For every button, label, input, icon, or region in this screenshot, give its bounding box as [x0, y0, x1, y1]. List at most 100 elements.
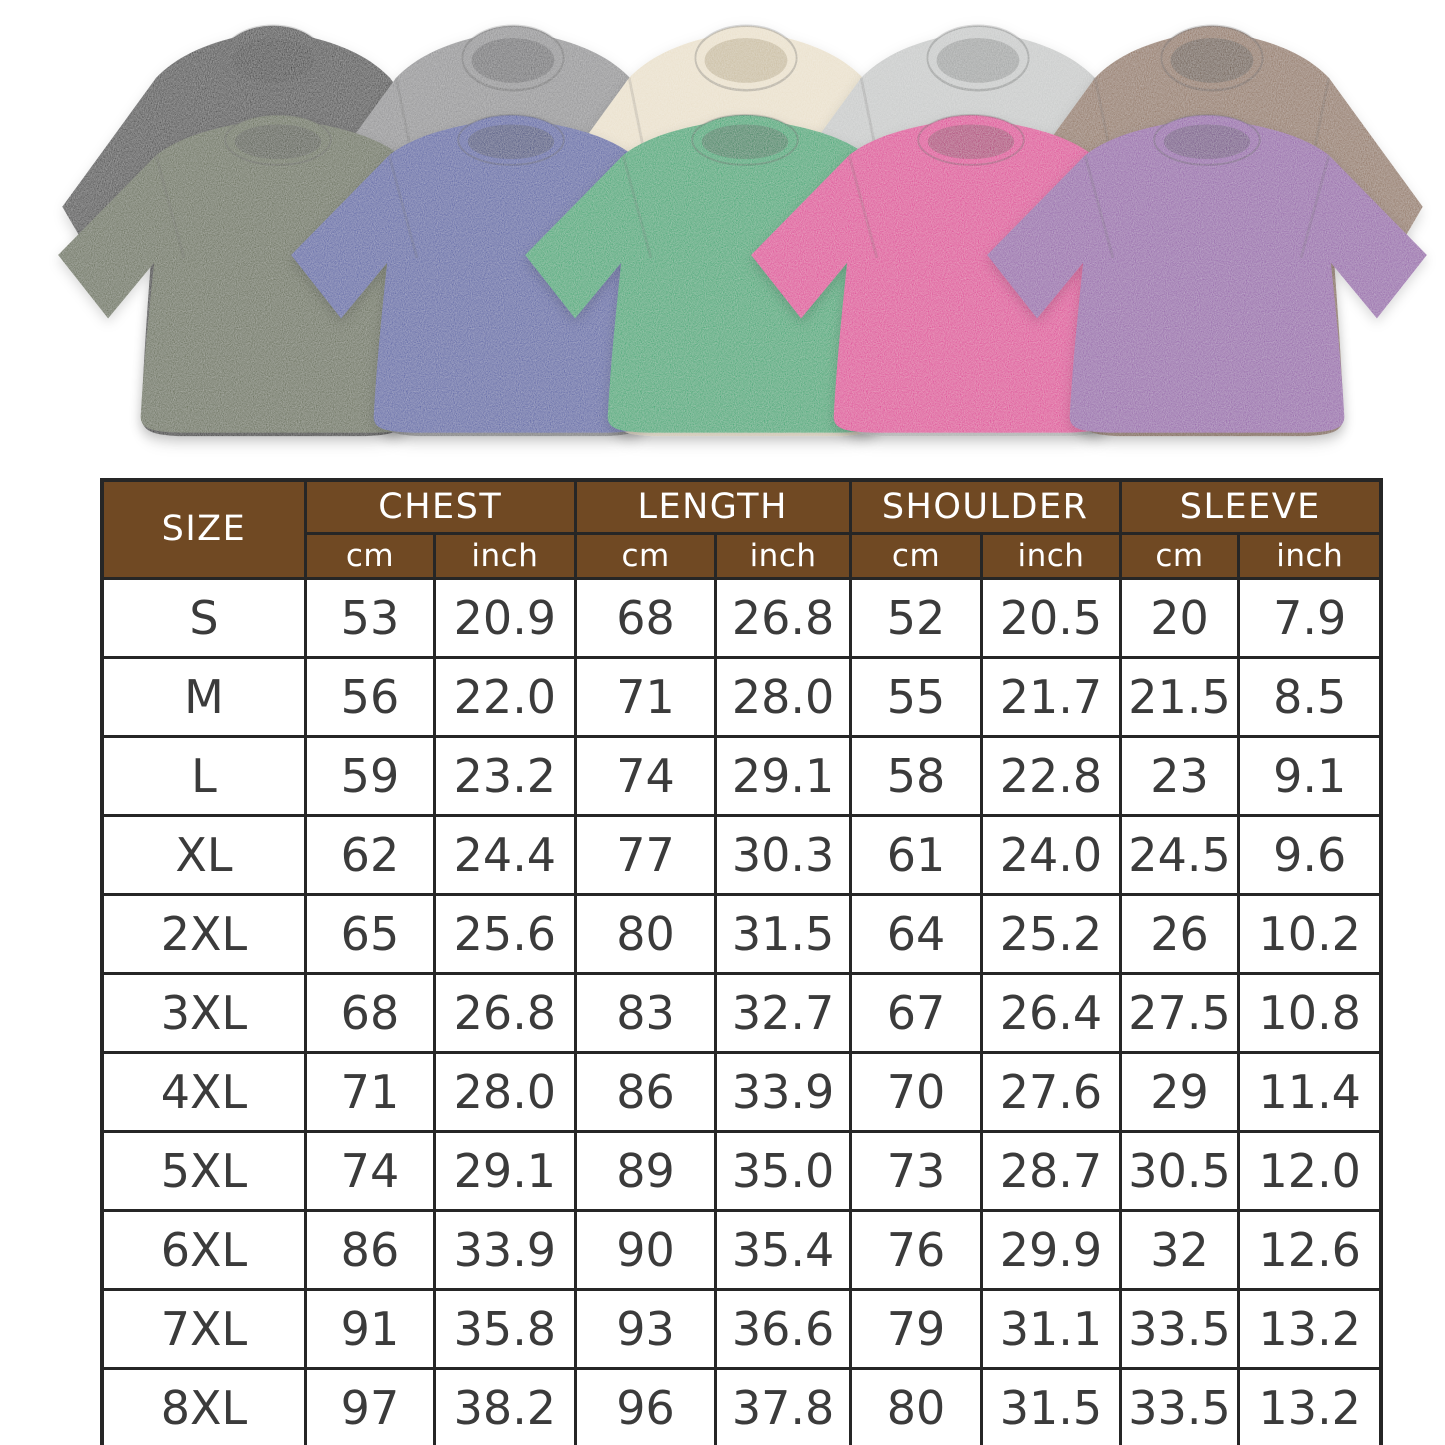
size-row-3xl: 3XL 68 26.8 83 32.7 67 26.4 27.5 10.8: [100, 972, 1383, 1054]
measurement-cell: 28.7: [980, 1130, 1122, 1212]
measurement-cell: 65: [303, 893, 437, 975]
unit-shoulder-inch: inch: [980, 532, 1122, 580]
header-sleeve: SLEEVE: [1118, 478, 1383, 535]
measurement-cell: 21.7: [980, 656, 1122, 738]
measurement-cell: 91: [303, 1288, 437, 1370]
measurement-cell: 36.6: [714, 1288, 852, 1370]
size-label: 4XL: [100, 1051, 307, 1133]
measurement-cell: 83: [573, 972, 718, 1054]
measurement-cell: 52: [848, 577, 984, 659]
measurement-cell: 20.9: [433, 577, 577, 659]
size-chart-body: S 53 20.9 68 26.8 52 20.5 20 7.9 M 56 22.0 71 28.0 55 2…: [100, 577, 1383, 1445]
measurement-cell: 96: [573, 1367, 718, 1445]
size-row-7xl: 7XL 91 35.8 93 36.6 79 31.1 33.5 13.2: [100, 1288, 1383, 1370]
measurement-cell: 24.5: [1118, 814, 1241, 896]
measurement-cell: 35.8: [433, 1288, 577, 1370]
measurement-cell: 64: [848, 893, 984, 975]
measurement-cell: 25.6: [433, 893, 577, 975]
product-color-gallery: [0, 0, 1445, 478]
header-unit-row: cm inch cm inch cm inch cm inch: [102, 532, 1383, 580]
size-row-6xl: 6XL 86 33.9 90 35.4 76 29.9 32 12.6: [100, 1209, 1383, 1291]
size-row-5xl: 5XL 74 29.1 89 35.0 73 28.7 30.5 12.0: [100, 1130, 1383, 1212]
measurement-cell: 33.9: [714, 1051, 852, 1133]
size-label: S: [100, 577, 307, 659]
measurement-cell: 28.0: [433, 1051, 577, 1133]
size-label: 8XL: [100, 1367, 307, 1445]
measurement-cell: 86: [303, 1209, 437, 1291]
measurement-cell: 10.2: [1237, 893, 1383, 975]
measurement-cell: 56: [303, 656, 437, 738]
measurement-cell: 21.5: [1118, 656, 1241, 738]
measurement-cell: 30.3: [714, 814, 852, 896]
measurement-cell: 73: [848, 1130, 984, 1212]
measurement-cell: 22.0: [433, 656, 577, 738]
measurement-cell: 33.5: [1118, 1288, 1241, 1370]
measurement-cell: 25.2: [980, 893, 1122, 975]
header-group-row: SIZE CHEST LENGTH SHOULDER SLEEVE: [100, 478, 1383, 580]
measurement-cell: 79: [848, 1288, 984, 1370]
measurement-cell: 80: [848, 1367, 984, 1445]
measurement-cell: 23: [1118, 735, 1241, 817]
measurement-cell: 80: [573, 893, 718, 975]
size-row-2xl: 2XL 65 25.6 80 31.5 64 25.2 26 10.2: [100, 893, 1383, 975]
measurement-cell: 86: [573, 1051, 718, 1133]
size-label: M: [100, 656, 307, 738]
size-chart-table: SIZE CHEST LENGTH SHOULDER SLEEVE cm inc…: [100, 478, 1383, 1445]
measurement-cell: 24.0: [980, 814, 1122, 896]
size-label: L: [100, 735, 307, 817]
size-label: 2XL: [100, 893, 307, 975]
unit-sleeve-inch: inch: [1237, 532, 1383, 580]
measurement-cell: 53: [303, 577, 437, 659]
measurement-cell: 61: [848, 814, 984, 896]
measurement-cell: 31.1: [980, 1288, 1122, 1370]
measurement-cell: 55: [848, 656, 984, 738]
measurement-cell: 37.8: [714, 1367, 852, 1445]
unit-length-inch: inch: [714, 532, 852, 580]
tshirt-purple: [987, 113, 1427, 433]
measurement-cell: 62: [303, 814, 437, 896]
measurement-cell: 33.5: [1118, 1367, 1241, 1445]
measurement-cell: 12.6: [1237, 1209, 1383, 1291]
measurement-cell: 26: [1118, 893, 1241, 975]
measurement-cell: 74: [573, 735, 718, 817]
measurement-cell: 31.5: [980, 1367, 1122, 1445]
size-row-4xl: 4XL 71 28.0 86 33.9 70 27.6 29 11.4: [100, 1051, 1383, 1133]
size-row-xl: XL 62 24.4 77 30.3 61 24.0 24.5 9.6: [100, 814, 1383, 896]
measurement-cell: 27.6: [980, 1051, 1122, 1133]
measurement-cell: 58: [848, 735, 984, 817]
measurement-cell: 26.8: [433, 972, 577, 1054]
header-shoulder: SHOULDER: [848, 478, 1122, 535]
measurement-cell: 28.0: [714, 656, 852, 738]
unit-shoulder-cm: cm: [848, 532, 984, 580]
measurement-cell: 33.9: [433, 1209, 577, 1291]
measurement-cell: 29.9: [980, 1209, 1122, 1291]
measurement-cell: 68: [303, 972, 437, 1054]
measurement-cell: 76: [848, 1209, 984, 1291]
measurement-cell: 13.2: [1237, 1367, 1383, 1445]
size-label: 5XL: [100, 1130, 307, 1212]
measurement-cell: 22.8: [980, 735, 1122, 817]
measurement-cell: 68: [573, 577, 718, 659]
measurement-cell: 8.5: [1237, 656, 1383, 738]
measurement-cell: 30.5: [1118, 1130, 1241, 1212]
unit-chest-cm: cm: [303, 532, 437, 580]
measurement-cell: 70: [848, 1051, 984, 1133]
measurement-cell: 9.1: [1237, 735, 1383, 817]
measurement-cell: 26.4: [980, 972, 1122, 1054]
measurement-cell: 97: [303, 1367, 437, 1445]
measurement-cell: 24.4: [433, 814, 577, 896]
measurement-cell: 35.4: [714, 1209, 852, 1291]
measurement-cell: 77: [573, 814, 718, 896]
header-size: SIZE: [100, 478, 307, 580]
unit-chest-inch: inch: [433, 532, 577, 580]
measurement-cell: 20: [1118, 577, 1241, 659]
measurement-cell: 59: [303, 735, 437, 817]
measurement-cell: 23.2: [433, 735, 577, 817]
measurement-cell: 32: [1118, 1209, 1241, 1291]
measurement-cell: 20.5: [980, 577, 1122, 659]
size-chart-header: SIZE CHEST LENGTH SHOULDER SLEEVE cm inc…: [100, 478, 1383, 580]
measurement-cell: 35.0: [714, 1130, 852, 1212]
unit-length-cm: cm: [573, 532, 718, 580]
measurement-cell: 90: [573, 1209, 718, 1291]
